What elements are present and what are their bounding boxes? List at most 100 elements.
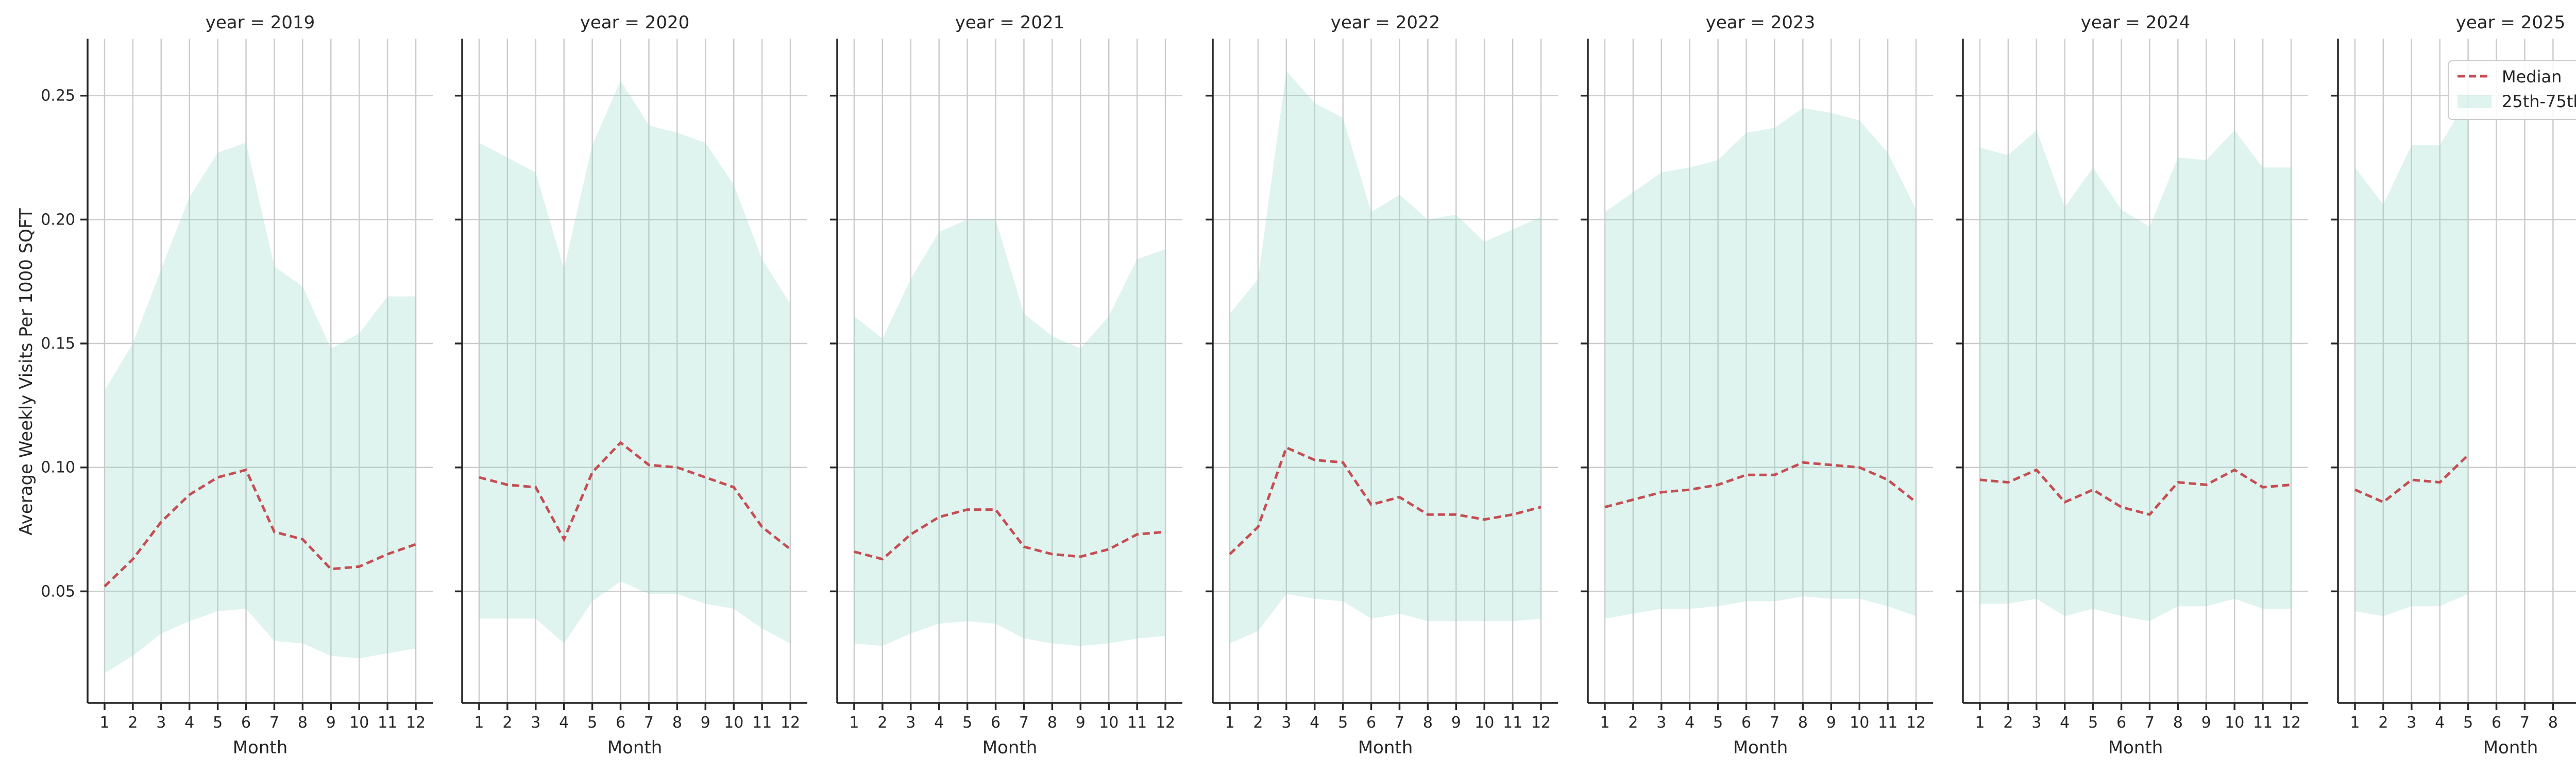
panel-title: year = 2024: [2081, 12, 2190, 33]
x-tick-label: 3: [2031, 714, 2041, 732]
x-tick-label: 4: [934, 714, 944, 732]
x-tick-label: 9: [701, 714, 710, 732]
gridlines: [2338, 39, 2576, 703]
x-tick-label: 3: [2406, 714, 2416, 732]
x-tick-label: 1: [99, 714, 109, 732]
x-tick-label: 4: [559, 714, 569, 732]
y-tick-label: 0.20: [41, 211, 75, 229]
x-tick-label: 11: [378, 714, 397, 732]
x-tick-label: 4: [184, 714, 194, 732]
x-tick-label: 3: [1656, 714, 1666, 732]
median-line: [104, 468, 416, 588]
x-tick-label: 10: [1099, 714, 1118, 732]
x-tick-label: 3: [156, 714, 166, 732]
x-tick-label: 8: [672, 714, 682, 732]
gridlines: [1213, 39, 1558, 703]
x-tick-label: 2: [1628, 714, 1638, 732]
x-tick-label: 5: [2088, 714, 2098, 732]
x-tick-label: 5: [587, 714, 597, 732]
panel-title: year = 2021: [955, 12, 1064, 33]
x-tick-label: 12: [2281, 714, 2301, 732]
x-tick-label: 7: [2145, 714, 2155, 732]
x-tick-label: 12: [1906, 714, 1926, 732]
x-tick-label: 12: [1156, 714, 1175, 732]
x-axis-label: Month: [233, 737, 288, 758]
x-tick-label: 6: [616, 714, 625, 732]
x-tick-label: 6: [241, 714, 251, 732]
median-line: [854, 508, 1166, 561]
panel-title: year = 2019: [206, 12, 315, 33]
x-tick-label: 10: [349, 714, 369, 732]
x-tick-label: 7: [1770, 714, 1780, 732]
x-tick-label: 3: [1281, 714, 1291, 732]
median-line: [479, 441, 791, 550]
x-tick-label: 8: [2548, 714, 2558, 732]
y-tick-label: 0.25: [41, 87, 75, 105]
x-tick-label: 2: [1253, 714, 1263, 732]
x-tick-label: 10: [2225, 714, 2244, 732]
x-tick-label: 12: [406, 714, 426, 732]
panel-title: year = 2022: [1331, 12, 1440, 33]
x-axis-label: Month: [1358, 737, 1413, 758]
percentile-band: [854, 219, 1165, 646]
x-axis-label: Month: [1733, 737, 1788, 758]
x-tick-label: 12: [781, 714, 800, 732]
x-tick-label: 8: [1798, 714, 1808, 732]
x-tick-label: 1: [474, 714, 484, 732]
x-axis-label: Month: [607, 737, 663, 758]
panel-title: year = 2025: [2456, 12, 2565, 33]
panel-title: year = 2023: [1706, 12, 1815, 33]
gridlines: [837, 39, 1182, 703]
percentile-band: [1605, 108, 1916, 619]
x-tick-label: 2: [877, 714, 887, 732]
y-tick-label: 0.05: [41, 582, 75, 600]
x-tick-label: 7: [644, 714, 654, 732]
x-tick-label: 8: [2173, 714, 2183, 732]
x-tick-label: 7: [2520, 714, 2530, 732]
x-tick-label: 8: [298, 714, 308, 732]
x-tick-label: 1: [1225, 714, 1234, 732]
x-tick-label: 9: [1826, 714, 1836, 732]
x-tick-label: 10: [1850, 714, 1869, 732]
x-tick-label: 6: [1366, 714, 1376, 732]
x-tick-label: 9: [1451, 714, 1461, 732]
x-tick-label: 9: [1076, 714, 1086, 732]
legend-median-label: Median: [2502, 67, 2562, 87]
x-tick-label: 2: [128, 714, 138, 732]
x-tick-label: 6: [1741, 714, 1751, 732]
x-axis-label: Month: [2108, 737, 2163, 758]
x-tick-label: 11: [1878, 714, 1897, 732]
x-tick-label: 7: [269, 714, 279, 732]
percentile-band: [479, 80, 790, 644]
x-tick-label: 1: [2350, 714, 2360, 732]
x-tick-label: 8: [1047, 714, 1057, 732]
x-tick-label: 6: [991, 714, 1001, 732]
median-line: [1604, 461, 1917, 509]
x-tick-label: 1: [1975, 714, 1985, 732]
percentile-band: [105, 143, 416, 674]
panels: 0.050.100.150.200.251 2 3 4 5 6 7 8 9 10 11 12Month…: [41, 12, 2576, 758]
x-tick-label: 4: [1685, 714, 1694, 732]
median-line: [2354, 454, 2469, 504]
percentile-band: [1230, 71, 1541, 644]
x-tick-label: 2: [2378, 714, 2388, 732]
x-tick-label: 11: [1503, 714, 1522, 732]
x-tick-label: 3: [531, 714, 540, 732]
legend: Median 25th-75th Percentile: [2448, 60, 2576, 120]
x-tick-label: 6: [2492, 714, 2501, 732]
percentile-band: [2355, 98, 2468, 616]
median-line: [1229, 445, 1541, 555]
x-tick-label: 12: [1531, 714, 1551, 732]
x-tick-label: 11: [752, 714, 772, 732]
x-tick-label: 4: [1310, 714, 1319, 732]
x-tick-label: 2: [2003, 714, 2013, 732]
gridlines: [1588, 39, 1933, 703]
legend-band-swatch: [2458, 95, 2492, 108]
x-tick-label: 11: [2253, 714, 2273, 732]
gridlines: [462, 39, 807, 703]
